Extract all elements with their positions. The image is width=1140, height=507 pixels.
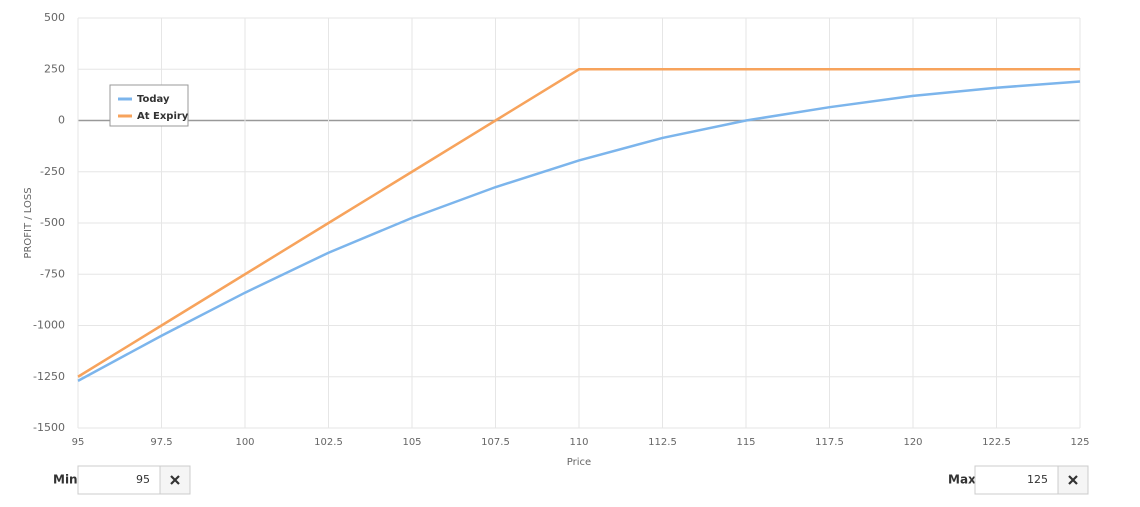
x-tick-label: 115 xyxy=(736,437,755,448)
y-tick-label: -1500 xyxy=(33,421,65,434)
max-input[interactable] xyxy=(974,465,1059,495)
y-axis-label: PROFIT / LOSS xyxy=(23,187,34,258)
x-tick-label: 112.5 xyxy=(648,437,677,448)
x-tick-label: 107.5 xyxy=(481,437,510,448)
legend-label: Today xyxy=(137,94,170,105)
y-tick-label: -1250 xyxy=(33,370,65,383)
y-tick-label: -500 xyxy=(40,216,65,229)
min-label: Min xyxy=(53,473,78,487)
x-tick-label: 102.5 xyxy=(314,437,343,448)
clear-icon xyxy=(1068,475,1078,485)
max-value: 125 xyxy=(1027,473,1048,486)
max-label: Max xyxy=(948,473,976,487)
legend-label: At Expiry xyxy=(137,111,189,122)
x-tick-label: 122.5 xyxy=(982,437,1011,448)
max-control: Max 125 xyxy=(948,465,1089,495)
y-tick-label: -250 xyxy=(40,165,65,178)
x-tick-label: 125 xyxy=(1070,437,1089,448)
y-tick-label: -1000 xyxy=(33,319,65,332)
min-input[interactable] xyxy=(77,465,161,495)
legend-box xyxy=(109,84,189,127)
grid xyxy=(77,17,1081,429)
min-control: Min 95 xyxy=(53,465,191,495)
y-tick-label: 500 xyxy=(44,11,65,24)
x-tick-label: 97.5 xyxy=(150,437,172,448)
x-tick-label: 100 xyxy=(235,437,254,448)
x-tick-label: 117.5 xyxy=(815,437,844,448)
y-tick-label: -750 xyxy=(40,267,65,280)
x-axis-label: Price xyxy=(567,457,591,468)
min-value: 95 xyxy=(136,473,150,486)
x-tick-label: 95 xyxy=(72,437,85,448)
clear-icon xyxy=(170,475,180,485)
y-tick-label: 250 xyxy=(44,62,65,75)
y-tick-label: 0 xyxy=(58,114,65,127)
x-tick-label: 105 xyxy=(402,437,421,448)
series-line xyxy=(77,80,1081,382)
legend: Today At Expiry xyxy=(109,84,189,127)
series-line xyxy=(77,68,1080,378)
x-tick-label: 110 xyxy=(569,437,588,448)
x-tick-label: 120 xyxy=(903,437,922,448)
